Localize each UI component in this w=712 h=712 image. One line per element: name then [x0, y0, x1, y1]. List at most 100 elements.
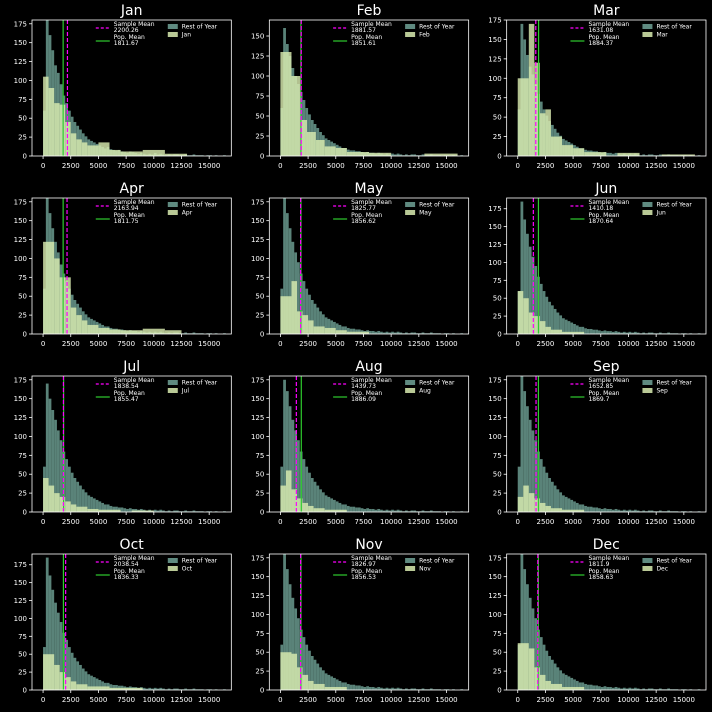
- y-tick-label: 125: [488, 592, 501, 600]
- rest-bar: [45, 557, 49, 690]
- rest-bar: [391, 509, 394, 512]
- rest-bar: [128, 508, 132, 512]
- legend-month-label: Dec: [656, 566, 668, 573]
- y-tick-label: 125: [251, 592, 264, 600]
- subplot-title: Aug: [355, 359, 382, 375]
- rest-bar: [429, 510, 433, 512]
- month-bar: [562, 145, 574, 156]
- rest-bar: [634, 331, 637, 334]
- rest-bar: [642, 510, 646, 512]
- x-tick-label: 5000: [564, 162, 582, 170]
- y-tick-label: 75: [18, 633, 27, 641]
- subplot-jun: 0 2500 5000 7500 10000 12500 15000 0 25 50 75 100 12…: [488, 181, 707, 348]
- legend-month-label: Jun: [655, 210, 666, 217]
- legend-pop-value: 1811.67: [114, 40, 139, 47]
- x-tick-label: 12500: [645, 696, 667, 704]
- rest-bar: [338, 502, 342, 512]
- rest-bar: [148, 687, 152, 690]
- rest-bar: [115, 684, 118, 690]
- x-tick-label: 0: [515, 340, 519, 348]
- x-tick-label: 0: [278, 696, 282, 704]
- y-tick-label: 50: [493, 649, 502, 657]
- y-tick-label: 150: [488, 36, 501, 44]
- rest-bar: [184, 510, 188, 512]
- x-tick-label: 7500: [592, 518, 610, 526]
- x-tick-label: 12500: [170, 340, 192, 348]
- y-tick-label: 125: [251, 236, 264, 244]
- rest-bar: [355, 685, 358, 690]
- axes-frame: [506, 375, 707, 513]
- rest-bar: [611, 509, 615, 512]
- rest-bar: [285, 213, 289, 334]
- rest-bar: [399, 154, 403, 156]
- legend-month-swatch: [642, 210, 653, 215]
- rest-bar: [285, 569, 289, 690]
- x-tick-label: 15000: [435, 340, 457, 348]
- rest-bar: [92, 677, 96, 690]
- legend-rest-swatch: [642, 24, 653, 29]
- month-bar: [306, 132, 316, 156]
- rest-bar: [584, 328, 587, 334]
- month-bar: [534, 316, 540, 334]
- month-bar: [76, 684, 88, 690]
- legend-month-swatch: [167, 566, 178, 571]
- legend-sample-value: 1811.9: [588, 561, 609, 568]
- rest-bar: [658, 332, 662, 334]
- month-bar: [584, 152, 607, 156]
- month-bar: [87, 686, 110, 690]
- x-tick-label: 7500: [355, 696, 373, 704]
- rest-bar: [162, 510, 165, 512]
- month-bar: [291, 489, 298, 512]
- y-tick-label: 150: [14, 395, 27, 403]
- legend-pop-value: 1884.37: [588, 40, 613, 47]
- rest-bar: [319, 667, 322, 690]
- plot-area: [43, 20, 226, 156]
- rest-bar: [531, 430, 535, 512]
- month-bar: [313, 508, 325, 512]
- month-bar: [528, 23, 535, 156]
- rest-bar: [316, 307, 320, 334]
- rest-bar: [109, 505, 113, 512]
- y-tick-label: 100: [488, 611, 501, 619]
- x-tick-label: 7500: [592, 162, 610, 170]
- legend-rest-label: Rest of Year: [419, 558, 455, 565]
- rest-bar: [528, 419, 532, 512]
- legend-rest-label: Rest of Year: [182, 558, 218, 565]
- month-bar: [54, 493, 60, 512]
- subplot-apr: 0 2500 5000 7500 10000 12500 15000 0 25 50 75 100 12…: [14, 181, 232, 348]
- y-tick-label: 25: [493, 133, 502, 141]
- rest-bar: [517, 466, 521, 512]
- rest-bar: [288, 406, 292, 512]
- y-tick-label: 125: [488, 55, 501, 63]
- rest-bar: [192, 688, 196, 690]
- y-tick-label: 50: [18, 651, 27, 659]
- axes-frame: [31, 553, 232, 691]
- legend-pop-label: Pop. Mean: [114, 212, 145, 219]
- rest-bar: [393, 154, 397, 156]
- legend-sample-value: 1838.54: [114, 383, 139, 390]
- rest-bar: [333, 499, 336, 512]
- legend-pop-value: 1858.63: [588, 574, 613, 581]
- legend-rest-label: Rest of Year: [656, 202, 692, 209]
- legend-sample-value: 2200.26: [114, 27, 139, 34]
- legend-sample-label: Sample Mean: [588, 555, 629, 562]
- month-bar: [65, 501, 71, 512]
- x-tick-label: 12500: [170, 162, 192, 170]
- rest-bar: [145, 688, 149, 690]
- x-tick-label: 2500: [537, 518, 555, 526]
- y-tick-label: 125: [251, 414, 264, 422]
- x-tick-label: 2500: [537, 162, 555, 170]
- subplot-title: Dec: [593, 537, 620, 553]
- month-bar: [59, 277, 66, 334]
- rest-bar: [162, 688, 165, 690]
- y-tick-label: 100: [251, 73, 264, 81]
- rest-bar: [620, 688, 623, 690]
- rest-bar: [399, 510, 403, 512]
- legend-month-swatch: [167, 388, 178, 393]
- rest-bar: [642, 332, 646, 334]
- rest-bar: [67, 466, 71, 512]
- month-bar: [573, 148, 585, 156]
